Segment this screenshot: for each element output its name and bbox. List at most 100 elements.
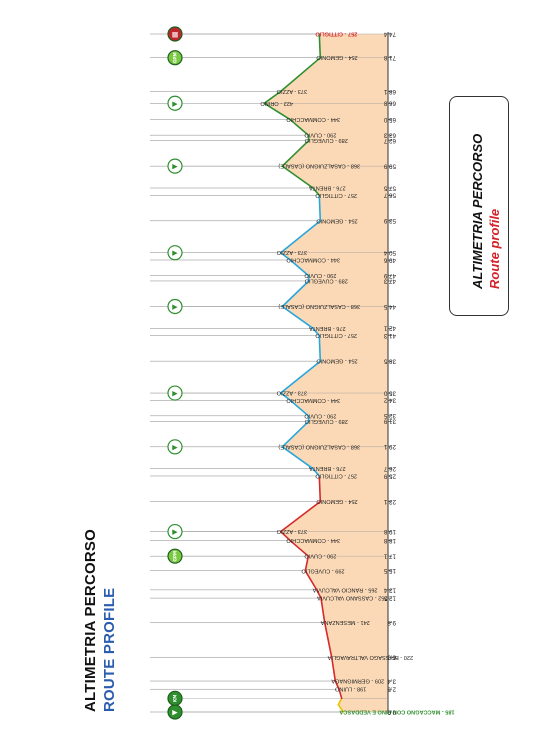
elevation-segment-10 — [304, 555, 310, 572]
lap-glyph-icon: ▶ — [172, 303, 178, 311]
kit-marker-text: KM — [173, 695, 178, 702]
place-label: 254 - GEMONIO — [316, 217, 358, 223]
place-label: 290 - CUVIO — [304, 553, 337, 559]
lap-marker-icon — [167, 385, 183, 401]
elevation-segment-28 — [279, 251, 292, 261]
lap-glyph-icon: ▶ — [172, 390, 178, 398]
elevation-segment-25 — [281, 280, 310, 308]
elevation-segment-35 — [289, 118, 310, 136]
elevation-segment-37 — [263, 90, 282, 105]
km-tick-label: 66.8 — [383, 100, 396, 107]
elevation-segment-30 — [318, 194, 322, 222]
elevation-segment-9 — [304, 569, 318, 591]
place-label: 289 - CUVEGLIO — [304, 418, 348, 424]
lap-glyph-icon: ▶ — [172, 249, 178, 257]
km-tick-label: 56.7 — [383, 192, 396, 199]
place-label: 257 - CITTIGLIO — [315, 472, 357, 478]
place-label: 257 - CITTIGLIO — [315, 192, 357, 198]
place-label: 254 - GEMONIO — [316, 498, 358, 504]
route-profile-legend-box: ALTIMETRIA PERCORSO Route profile — [449, 96, 509, 316]
place-label: 368 - CASALZUIGNO (CASALE) — [278, 163, 360, 169]
lap-marker-icon — [167, 298, 183, 315]
km-tick-label: 62.7 — [383, 137, 396, 144]
elevation-segment-33 — [281, 139, 310, 167]
km-tick-label: 57.5 — [383, 184, 396, 191]
place-label: 257 - CITTIGLIO — [315, 31, 358, 37]
elevation-segment-39 — [318, 33, 322, 59]
elevation-segment-8 — [315, 589, 322, 599]
km-tick-label: 71.8 — [383, 54, 396, 61]
km-tick-label: 65.0 — [383, 116, 396, 123]
place-labels-layer: 185 - MACCAGNO CON PINO E VEDDASCA 198 - … — [260, 31, 455, 715]
elevation-segment-14 — [318, 475, 322, 503]
title-italian: ALTIMETRIA PERCORSO — [82, 529, 99, 712]
km-tick-label: 9.8 — [387, 619, 396, 626]
route-profile-title: ALTIMETRIA PERCORSO ROUTE PROFILE — [82, 529, 118, 712]
place-label: 220 - BRISSAGO VALTRAVAGLIA — [327, 654, 413, 660]
elevation-segment-19 — [289, 399, 310, 417]
elevation-segment-29 — [279, 220, 322, 254]
km-to-go-marker-text: GPM — [173, 52, 178, 63]
km-tick-label: 68.1 — [383, 88, 396, 95]
lap-glyph-icon: ▶ — [172, 100, 178, 108]
km-tick-label: 32.5 — [383, 412, 396, 419]
finish-marker-icon — [167, 26, 183, 42]
lap-glyph-icon: ▶ — [172, 528, 178, 536]
lap-marker-icon — [167, 523, 183, 540]
lap-glyph-icon: ▶ — [172, 163, 178, 171]
km-tick-label: 13.4 — [383, 586, 396, 593]
place-label: 254 - GEMONIO — [316, 358, 358, 364]
km-ticks-layer: 0.0 2.5 3.4 6.0 9.8 12.513.4 15.5 17.1 18.8 19.8 2… — [383, 30, 396, 715]
elevation-segment-31 — [312, 187, 321, 197]
elevation-area-fill — [264, 34, 388, 712]
elevation-segment-12 — [279, 530, 292, 542]
elevation-fill-layer — [264, 32, 389, 714]
place-label: 290 - CUVIO — [304, 272, 337, 278]
elevation-segment-1 — [337, 703, 345, 713]
lap-marker-icon — [167, 245, 183, 261]
elevation-segment-6 — [323, 621, 333, 659]
place-label: 289 - CUVEGLIO — [304, 277, 348, 283]
elevation-segment-13 — [279, 500, 322, 533]
km-tick-label: 38.5 — [383, 358, 396, 365]
km-tick-label: 47.9 — [383, 272, 396, 279]
elevation-segment-5 — [330, 656, 337, 682]
markers-layer: ▶ KM GPM ▶ ▶ ▶ ▶ ▶ ▶ ▶ GPM ▦ — [167, 26, 183, 720]
elevation-segment-36 — [263, 102, 292, 121]
place-label: 344 - COMMACCHIO — [286, 257, 340, 263]
place-label: 368 - CASALZUIGNO (CASALE) — [278, 303, 360, 309]
place-label: 373 - AZZIO — [276, 528, 307, 534]
start-glyph-icon: ▶ — [172, 709, 178, 717]
elevation-segment-2 — [337, 697, 343, 706]
km-tick-label: 35.0 — [383, 389, 396, 396]
elevation-segment-15 — [312, 467, 321, 477]
km-tick-label: 74.4 — [383, 30, 396, 37]
place-label: 373 - AZZIO — [276, 88, 307, 94]
km-tick-label: 6.0 — [387, 654, 396, 661]
elevation-segment-32 — [281, 165, 314, 189]
finish-glyph-icon: ▦ — [172, 31, 179, 39]
lap-glyph-icon: ▶ — [172, 443, 178, 451]
elevation-segment-11 — [289, 539, 310, 558]
place-label: 290 - CUVIO — [304, 412, 337, 418]
km-tick-label: 41.3 — [383, 332, 396, 339]
km-tick-label: 34.2 — [383, 397, 396, 404]
legend-title-italian: ALTIMETRIA PERCORSO — [470, 133, 485, 289]
lap-marker-icon — [167, 95, 183, 111]
place-label: 276 - BRENTA — [309, 185, 346, 191]
place-label: 344 - COMMACCHIO — [286, 116, 340, 122]
place-label: 241 - MESENZANA — [320, 619, 369, 625]
place-label: 368 - CASALZUIGNO (CASALE) — [278, 443, 360, 449]
place-label: 373 - AZZIO — [276, 390, 307, 396]
place-label: 209 - GERMIGNAGA — [331, 678, 384, 684]
title-english: ROUTE PROFILE — [101, 587, 118, 712]
km-to-go-marker-icon — [167, 50, 183, 66]
place-label: 344 - COMMACCHIO — [286, 397, 340, 403]
km-tick-label: 18.8 — [383, 537, 396, 544]
elevation-segment-24 — [281, 305, 314, 330]
place-label: 289 - CUVEGLIO — [304, 137, 348, 143]
elevation-segment-22 — [318, 334, 322, 363]
elevation-segment-3 — [338, 688, 343, 700]
km-tick-label: 42.1 — [383, 325, 396, 332]
